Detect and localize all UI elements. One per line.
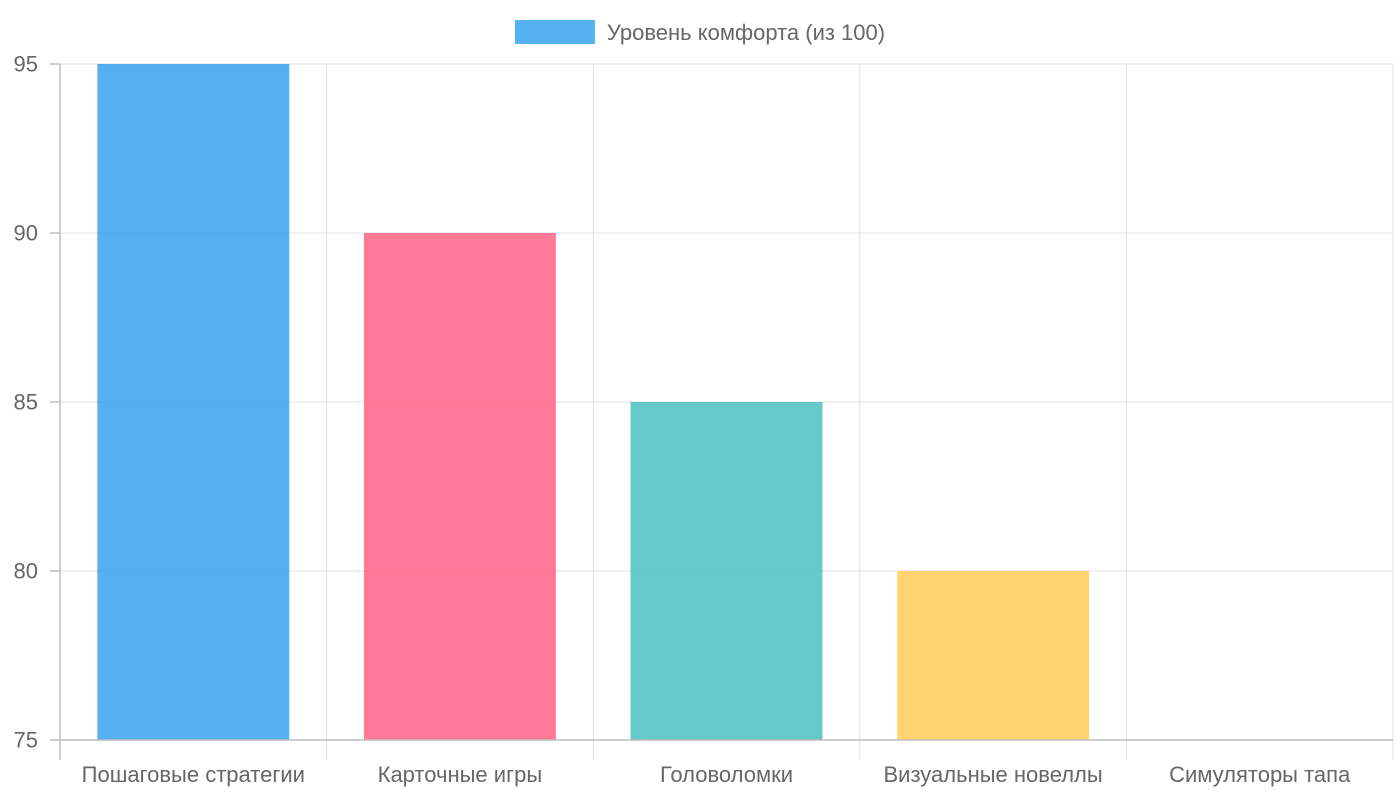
bar[interactable] <box>897 571 1090 740</box>
y-axis-ticks: 75 80 85 90 95 <box>14 52 38 753</box>
y-tick-label: 95 <box>14 52 38 77</box>
bar[interactable] <box>630 402 823 740</box>
legend-label: Уровень комфорта (из 100) <box>607 20 885 45</box>
x-tick-label: Карточные игры <box>378 762 543 787</box>
legend[interactable]: Уровень комфорта (из 100) <box>514 20 885 45</box>
x-tick-label: Визуальные новеллы <box>883 762 1102 787</box>
legend-swatch <box>514 20 595 44</box>
x-tick-label: Головоломки <box>660 762 793 787</box>
y-tick-label: 75 <box>14 728 38 753</box>
y-tick-label: 80 <box>14 559 38 584</box>
x-tick-label: Симуляторы тапа <box>1169 762 1351 787</box>
y-tick-label: 85 <box>14 390 38 415</box>
x-axis-ticks: Пошаговые стратегии Карточные игры Головол… <box>82 762 1351 787</box>
bar[interactable] <box>363 233 556 740</box>
bars <box>97 64 1090 740</box>
x-tick-label: Пошаговые стратегии <box>82 762 305 787</box>
axes <box>50 63 1393 760</box>
bar[interactable] <box>97 64 290 740</box>
y-tick-label: 90 <box>14 221 38 246</box>
